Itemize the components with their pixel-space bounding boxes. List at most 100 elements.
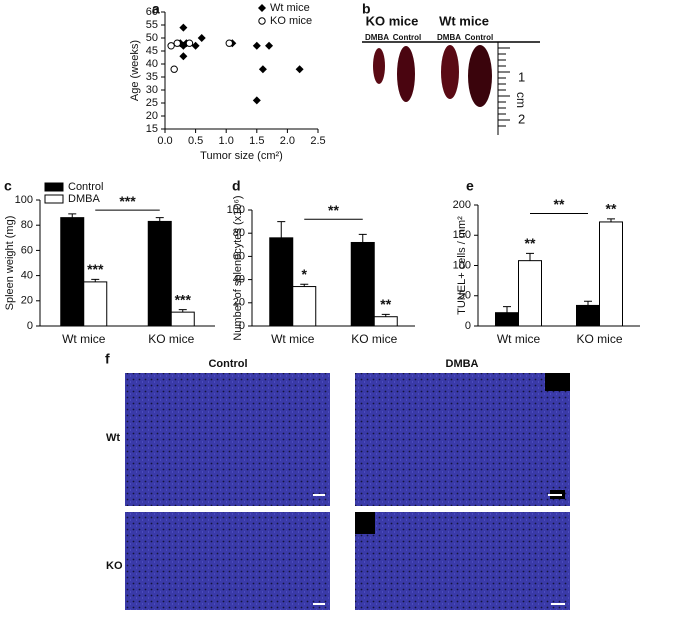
y-tick-label: 50: [146, 32, 158, 44]
y-tick-label: 45: [146, 45, 158, 57]
legend-swatch: [44, 194, 64, 204]
point: [173, 39, 181, 47]
x-tick-label: 2.0: [280, 135, 295, 147]
y-tick-label: 100: [15, 194, 33, 206]
y-tick-label: 20: [233, 297, 245, 309]
x-tick-label: KO mice: [576, 332, 622, 346]
row-header: Wt: [106, 432, 120, 444]
column-header: DMBA: [446, 358, 479, 370]
panel-label: e: [466, 178, 474, 194]
row-header: KO: [106, 560, 123, 572]
x-tick-label: Wt mice: [62, 332, 106, 346]
x-tick-label: 0.0: [157, 135, 172, 147]
significance: **: [328, 202, 339, 218]
point: [225, 39, 233, 47]
panel-label: c: [4, 178, 12, 194]
bar: [269, 237, 294, 327]
panel-label: d: [232, 178, 241, 194]
significance: **: [554, 196, 565, 212]
x-tick-label: 2.5: [310, 135, 325, 147]
legend-label: KO mice: [270, 15, 312, 27]
y-tick-label: 30: [146, 84, 158, 96]
point: [252, 41, 261, 50]
micrograph: [125, 373, 330, 506]
y-tick-label: 100: [227, 204, 245, 216]
y-tick-label: 15: [146, 123, 158, 135]
x-tick-label: KO mice: [351, 332, 397, 346]
y-axis-label: Age (weeks): [129, 40, 141, 101]
micrograph: [125, 512, 330, 610]
column-label: Control: [393, 33, 421, 42]
micrograph: [355, 373, 570, 506]
x-tick-label: Wt mice: [497, 332, 541, 346]
error-bar: [178, 309, 187, 313]
x-tick-label: 0.5: [188, 135, 203, 147]
error-bar: [68, 213, 77, 218]
micrographs: Control DMBA Wt KO: [106, 358, 570, 610]
point: [197, 34, 206, 42]
y-tick-label: 55: [146, 19, 158, 31]
column-header: Control: [208, 358, 247, 370]
bar: [170, 311, 195, 327]
y-tick-label: 20: [146, 110, 158, 122]
ruler-label: 1: [518, 69, 525, 84]
column-label: DMBA: [437, 33, 461, 42]
x-tick-label: KO mice: [148, 332, 194, 346]
point: [265, 41, 274, 50]
bar: [147, 220, 172, 327]
y-tick-label: 150: [453, 229, 471, 241]
bar: [350, 241, 375, 327]
y-axis-label: Number of splenocytes (x10⁶): [232, 195, 244, 340]
bar: [576, 304, 600, 327]
group-title: KO mice: [366, 13, 419, 28]
legend-marker: [258, 17, 266, 25]
error-bar: [300, 283, 309, 287]
y-tick-label: 25: [146, 97, 158, 109]
y-tick-label: 50: [459, 290, 471, 302]
point: [170, 65, 178, 73]
y-tick-label: 40: [146, 58, 158, 70]
y-tick-label: 35: [146, 71, 158, 83]
error-bar: [607, 218, 615, 222]
point: [179, 23, 188, 32]
legend-marker: [258, 4, 266, 12]
y-tick-label: 0: [239, 320, 245, 332]
y-tick-label: 100: [453, 259, 471, 271]
error-bar: [503, 306, 511, 313]
legend-label: Control: [68, 181, 103, 193]
y-tick-label: 80: [233, 227, 245, 239]
y-tick-label: 200: [453, 199, 471, 211]
y-tick-label: 60: [146, 6, 158, 18]
legend-label: DMBA: [68, 193, 100, 205]
error-bar: [358, 233, 367, 243]
y-tick-label: 40: [233, 274, 245, 286]
error-bar: [277, 221, 286, 238]
y-tick-label: 20: [21, 295, 33, 307]
bar: [599, 221, 623, 327]
bar: [495, 312, 519, 327]
y-tick-label: 80: [21, 219, 33, 231]
bar: [518, 260, 542, 327]
spleen-photo: KO mice DMBA Control Wt mice DMBA Contro…: [362, 13, 540, 135]
point: [258, 65, 267, 74]
x-axis-label: Tumor size (cm²): [200, 150, 283, 162]
point: [191, 41, 200, 50]
significance: **: [380, 296, 391, 312]
y-tick-label: 60: [233, 250, 245, 262]
point: [295, 65, 304, 74]
significance: ***: [87, 261, 104, 277]
error-bar: [381, 313, 390, 317]
group-title: Wt mice: [439, 13, 489, 28]
column-label: DMBA: [365, 33, 389, 42]
y-tick-label: 40: [21, 270, 33, 282]
panel-label: b: [362, 1, 371, 17]
error-bar: [526, 252, 534, 261]
y-axis-label: Spleen weight (mg): [4, 216, 16, 311]
bar: [60, 217, 85, 327]
significance: **: [606, 201, 617, 217]
point: [179, 52, 188, 61]
point: [167, 42, 175, 50]
panel-label: a: [152, 1, 160, 17]
x-tick-label: 1.0: [219, 135, 234, 147]
x-tick-label: Wt mice: [271, 332, 315, 346]
